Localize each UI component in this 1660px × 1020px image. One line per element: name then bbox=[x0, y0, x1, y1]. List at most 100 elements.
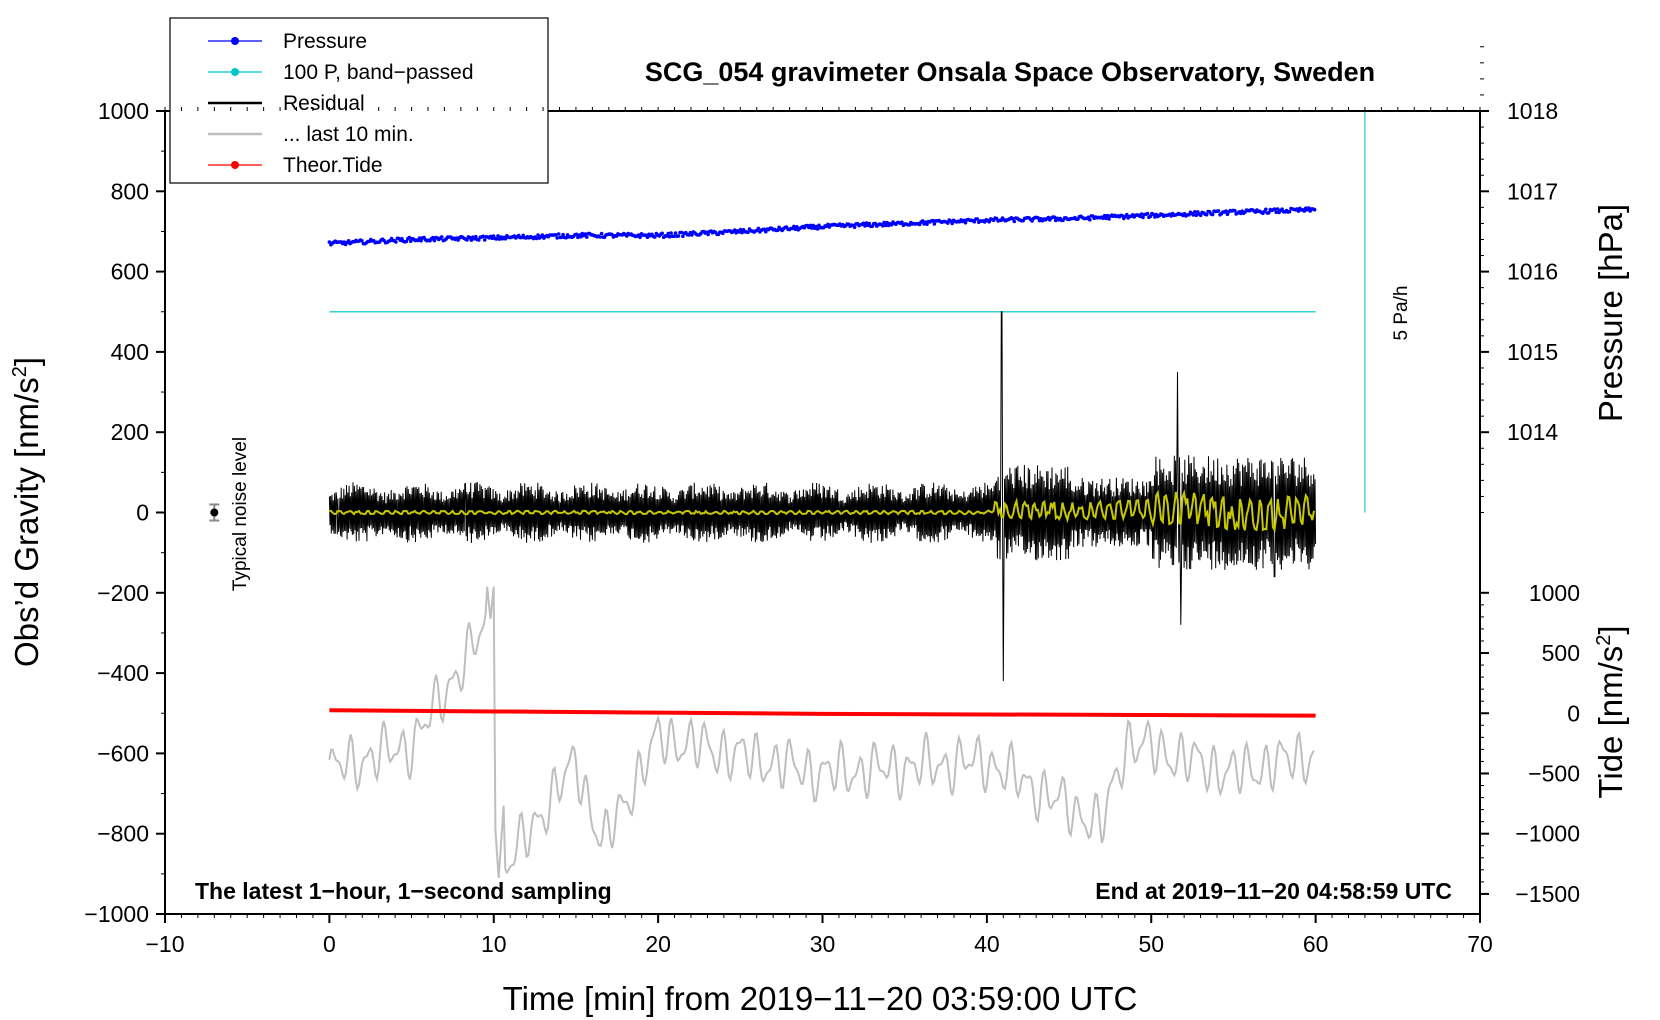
pressure-point bbox=[1194, 213, 1199, 217]
y-tick-label: −400 bbox=[97, 660, 149, 686]
pressure-point bbox=[932, 222, 937, 226]
pressure-point bbox=[1145, 211, 1150, 216]
x-tick-label: 40 bbox=[974, 931, 1000, 957]
x-tick-label: 60 bbox=[1303, 931, 1329, 957]
pressure-point bbox=[1272, 207, 1277, 211]
pressure-point bbox=[1107, 217, 1111, 221]
legend-label: ... last 10 min. bbox=[283, 123, 414, 146]
residual-line bbox=[328, 311, 1317, 682]
y-tick-label: −600 bbox=[97, 740, 149, 766]
legend-box bbox=[169, 17, 549, 184]
pressure-point bbox=[925, 222, 929, 226]
pressure-point bbox=[1302, 209, 1307, 213]
pressure-point bbox=[690, 233, 694, 237]
pressure-point bbox=[346, 239, 351, 243]
pressure-point bbox=[431, 235, 435, 240]
pressure-point bbox=[1204, 212, 1209, 217]
pressure-point bbox=[664, 234, 669, 238]
pressure-point bbox=[1036, 216, 1040, 220]
tide-tick-label: 1000 bbox=[1529, 580, 1580, 606]
pressure-point bbox=[1274, 210, 1278, 215]
pressure-point bbox=[469, 238, 474, 242]
pressure-point bbox=[792, 224, 796, 229]
pressure-point bbox=[496, 234, 500, 238]
pressure-point bbox=[1296, 209, 1301, 213]
pressure-point bbox=[419, 238, 423, 243]
pressure-tick-label: 1016 bbox=[1507, 259, 1558, 285]
pressure-point bbox=[931, 218, 935, 223]
tide-axis-label-sup: 2 bbox=[1593, 635, 1615, 646]
footer-right: End at 2019−11−20 04:58:59 UTC bbox=[1095, 878, 1452, 904]
pressure-point bbox=[795, 225, 799, 229]
pressure-point bbox=[599, 231, 604, 236]
x-tick-label: 20 bbox=[645, 931, 671, 957]
x-tick-label: 50 bbox=[1138, 931, 1164, 957]
pressure-point bbox=[477, 238, 481, 242]
pressure-tick-label: 1018 bbox=[1507, 98, 1558, 124]
pressure-point bbox=[863, 224, 867, 228]
tide-tick-label: 500 bbox=[1542, 640, 1580, 666]
pressure-point bbox=[672, 234, 676, 238]
pressure-point bbox=[826, 222, 830, 227]
x-tick-label: 70 bbox=[1467, 931, 1493, 957]
pressure-point bbox=[536, 233, 540, 237]
pressure-point bbox=[740, 230, 744, 235]
pressure-point bbox=[889, 223, 894, 227]
pressure-point bbox=[534, 236, 539, 241]
pressure-point bbox=[975, 217, 980, 221]
pressure-point bbox=[660, 231, 664, 236]
pressure-point bbox=[1011, 216, 1015, 221]
pressure-point bbox=[1052, 215, 1057, 219]
pressure-point bbox=[669, 231, 673, 235]
pressure-tick-label: 1014 bbox=[1507, 419, 1558, 445]
pressure-point bbox=[666, 231, 670, 236]
pressure-point bbox=[809, 226, 814, 230]
footer-left: The latest 1−hour, 1−second sampling bbox=[195, 878, 612, 904]
pressure-point bbox=[882, 220, 886, 225]
pressure-point bbox=[494, 237, 499, 241]
pressure-point bbox=[1224, 209, 1228, 213]
y-tick-label: 1000 bbox=[98, 98, 149, 124]
pressure-point bbox=[394, 240, 398, 244]
pressure-point bbox=[1148, 214, 1153, 218]
pressure-point bbox=[1141, 215, 1145, 220]
pressure-point bbox=[950, 221, 954, 226]
pressure-point bbox=[645, 235, 650, 239]
y-tick-label: 800 bbox=[111, 178, 149, 204]
pressure-point bbox=[963, 220, 968, 225]
pressure-point bbox=[1151, 212, 1156, 217]
pressure-point bbox=[1233, 208, 1237, 213]
pressure-point bbox=[1216, 209, 1221, 213]
pressure-point bbox=[1267, 210, 1271, 215]
pressure-point bbox=[417, 236, 422, 240]
y-tick-label: 0 bbox=[136, 500, 149, 526]
x-axis-label: Time [min] from 2019−11−20 03:59:00 UTC bbox=[503, 980, 1138, 1017]
pressure-point bbox=[852, 225, 857, 230]
noise-marker-dot bbox=[210, 508, 219, 517]
pressure-point bbox=[360, 239, 364, 243]
legend-marker bbox=[231, 161, 239, 169]
legend-label: Pressure bbox=[283, 30, 367, 53]
pressure-point bbox=[883, 223, 888, 228]
tide-tick-label: −1500 bbox=[1515, 881, 1580, 907]
pressure-point bbox=[1139, 212, 1144, 216]
pressure-point bbox=[880, 224, 885, 228]
pressure-point bbox=[972, 219, 977, 224]
tide-tick-label: −1000 bbox=[1515, 821, 1580, 847]
pressure-point bbox=[1198, 213, 1203, 218]
pressure-point bbox=[561, 232, 565, 237]
legend-marker bbox=[231, 68, 239, 76]
pressure-point bbox=[746, 230, 750, 235]
pressure-point bbox=[756, 226, 761, 231]
pressure-point bbox=[706, 232, 710, 237]
pressure-point bbox=[987, 219, 991, 224]
pressure-point bbox=[1105, 213, 1110, 218]
chart-title: SCG_054 gravimeter Onsala Space Observat… bbox=[645, 57, 1375, 87]
x-tick-label: −10 bbox=[145, 931, 184, 957]
pressure-tick-label: 1017 bbox=[1507, 178, 1558, 204]
pressure-point bbox=[815, 227, 820, 231]
x-tick-label: 0 bbox=[323, 931, 336, 957]
y-tick-label: −800 bbox=[97, 821, 149, 847]
tide-axis-label-text: Tide [nm/s bbox=[1592, 646, 1629, 799]
x-tick-label: 10 bbox=[481, 931, 507, 957]
